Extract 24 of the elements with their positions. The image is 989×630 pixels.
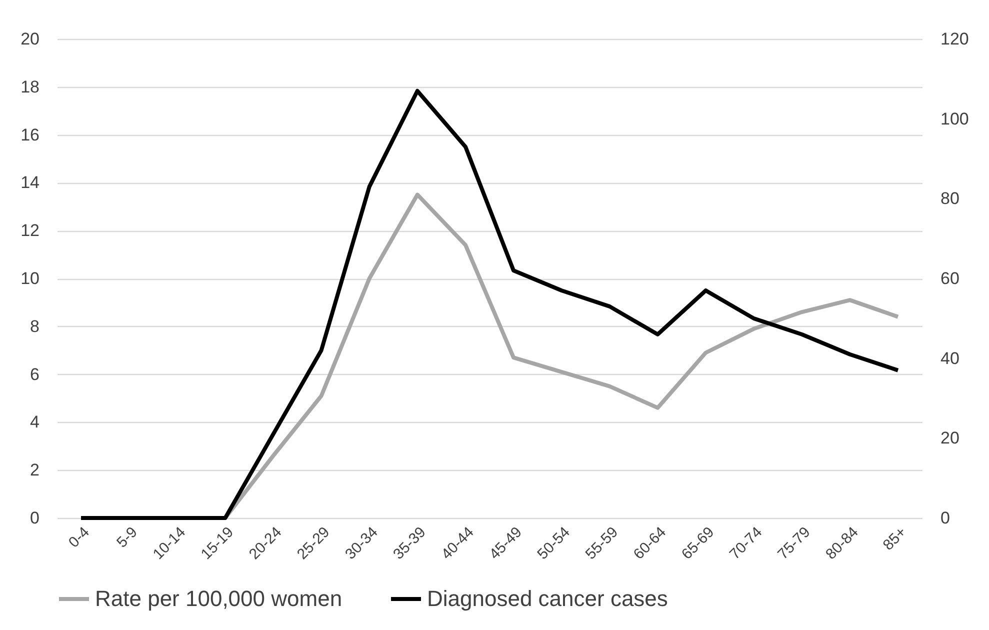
- y-tick-label: 0: [30, 508, 40, 528]
- y-tick-label: 2: [30, 460, 40, 480]
- x-tick-label: 85+: [880, 524, 910, 554]
- y2-tick-label: 0: [940, 508, 950, 528]
- y2-tick-label: 60: [940, 269, 960, 288]
- y2-tick-label: 120: [940, 30, 969, 48]
- y-tick-label: 16: [20, 125, 40, 144]
- y-tick-label: 10: [20, 269, 40, 288]
- x-tick-label: 5-9: [114, 524, 141, 552]
- y2-tick-label: 40: [940, 348, 960, 368]
- y2-tick-label: 100: [940, 109, 969, 128]
- legend-label: Diagnosed cancer cases: [427, 586, 668, 611]
- y-tick-label: 4: [30, 412, 40, 432]
- y-tick-label: 14: [20, 173, 40, 192]
- x-tick-label: 0-4: [65, 524, 93, 552]
- y-tick-label: 20: [20, 30, 40, 48]
- y-tick-label: 8: [30, 316, 40, 336]
- y-tick-label: 6: [30, 364, 40, 384]
- y2-tick-label: 20: [940, 428, 960, 448]
- y2-tick-label: 80: [940, 189, 960, 208]
- legend-label: Rate per 100,000 women: [95, 586, 342, 611]
- y-tick-label: 18: [20, 77, 40, 96]
- y-tick-label: 12: [20, 221, 40, 240]
- line-series: [79, 88, 900, 520]
